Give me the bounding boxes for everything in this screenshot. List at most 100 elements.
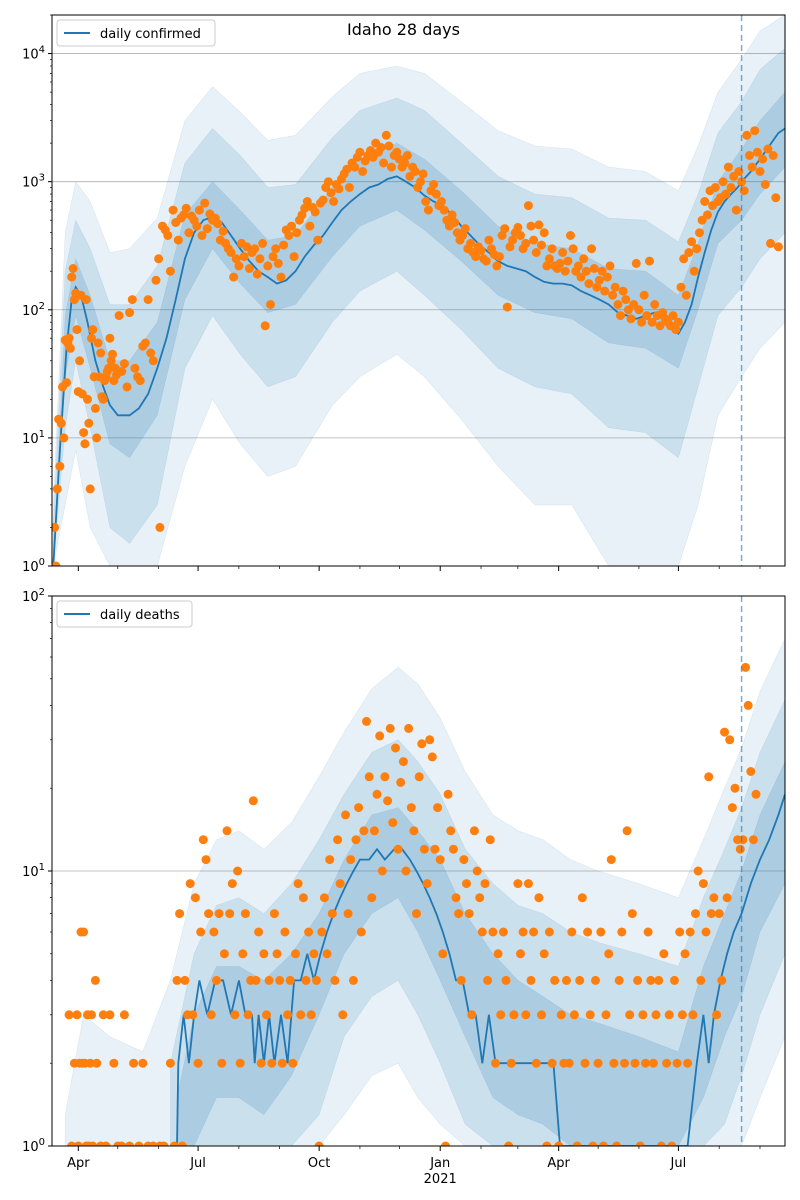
band-inner <box>53 91 785 566</box>
observed-point <box>148 356 158 366</box>
observed-point <box>200 198 210 208</box>
observed-point <box>256 1058 266 1068</box>
observed-point <box>377 866 387 876</box>
observed-point <box>738 835 748 845</box>
observed-point <box>659 949 669 959</box>
observed-point <box>201 855 211 865</box>
observed-point <box>334 184 344 194</box>
observed-point <box>684 248 694 257</box>
observed-point <box>534 220 544 230</box>
observed-point <box>439 205 449 215</box>
observed-point <box>302 197 312 206</box>
observed-point <box>416 177 425 187</box>
observed-point <box>667 1141 677 1146</box>
observed-point <box>104 363 114 373</box>
observed-point <box>475 893 485 903</box>
observed-point <box>547 1058 557 1068</box>
observed-point <box>180 975 190 985</box>
observed-point <box>305 221 315 231</box>
observed-point <box>720 727 729 737</box>
chart-title: Idaho 28 days <box>347 20 460 39</box>
observed-point <box>735 844 745 854</box>
observed-point <box>635 1141 645 1146</box>
observed-point <box>287 221 296 231</box>
observed-point <box>481 256 491 266</box>
observed-point <box>755 167 765 176</box>
y-tick-label-exponent: 0 <box>39 557 45 568</box>
observed-point <box>285 975 295 985</box>
observed-point <box>642 311 652 321</box>
observed-point <box>773 242 783 252</box>
observed-point <box>227 879 237 889</box>
observed-point <box>402 151 412 160</box>
observed-point <box>647 317 657 327</box>
observed-point <box>344 183 354 192</box>
observed-point <box>630 1058 640 1068</box>
observed-point <box>202 224 212 234</box>
observed-point <box>273 258 283 268</box>
observed-point <box>523 879 533 889</box>
observed-point <box>435 855 445 865</box>
observed-point <box>129 1058 139 1068</box>
observed-point <box>56 418 66 428</box>
observed-point <box>393 844 403 854</box>
observed-point <box>314 1141 324 1146</box>
observed-point <box>358 167 368 176</box>
observed-point <box>351 835 361 845</box>
observed-point <box>573 261 583 271</box>
observed-point <box>766 238 775 248</box>
y-tick-label-base: 10 <box>22 176 39 191</box>
observed-point <box>580 1058 590 1068</box>
legend-label: daily confirmed <box>100 27 201 42</box>
observed-point <box>240 909 250 919</box>
observed-point <box>673 317 683 327</box>
observed-point <box>412 909 421 919</box>
observed-point <box>621 295 631 305</box>
y-tick-label: 101 <box>22 429 45 447</box>
observed-point <box>718 177 728 187</box>
observed-point <box>450 218 460 227</box>
plot-area <box>52 15 785 566</box>
y-tick-label-base: 10 <box>22 560 39 575</box>
observed-point <box>654 975 664 985</box>
observed-point <box>209 927 219 937</box>
observed-point <box>323 177 333 187</box>
observed-point <box>306 1010 316 1020</box>
observed-point <box>293 879 303 889</box>
observed-point <box>96 348 106 358</box>
observed-point <box>62 378 71 388</box>
observed-point <box>648 1058 658 1068</box>
observed-point <box>466 238 475 248</box>
observed-point <box>509 1010 519 1020</box>
observed-point <box>398 757 408 767</box>
observed-point <box>731 205 741 215</box>
observed-point <box>743 700 753 710</box>
observed-point <box>562 975 571 985</box>
observed-point <box>81 295 91 305</box>
observed-point <box>537 1010 546 1020</box>
observed-point <box>633 975 643 985</box>
observed-point <box>610 282 620 292</box>
observed-point <box>480 879 490 889</box>
observed-point <box>108 349 117 359</box>
observed-point <box>304 927 314 937</box>
observed-point <box>134 1141 144 1146</box>
observed-point <box>638 1010 648 1020</box>
legend-box <box>56 19 216 47</box>
observed-point <box>119 1010 129 1020</box>
y-tick-label-base: 10 <box>22 304 39 319</box>
observed-point <box>272 949 282 959</box>
observed-point <box>338 1010 348 1020</box>
observed-point <box>64 333 74 343</box>
observed-point <box>68 264 78 273</box>
observed-point <box>602 272 612 282</box>
observed-point <box>289 252 299 262</box>
observed-point <box>348 975 358 985</box>
observed-point <box>313 235 323 245</box>
observed-point <box>695 228 704 238</box>
observed-point <box>771 193 781 203</box>
observed-point <box>746 767 756 776</box>
y-tick-label-exponent: 4 <box>39 45 45 56</box>
